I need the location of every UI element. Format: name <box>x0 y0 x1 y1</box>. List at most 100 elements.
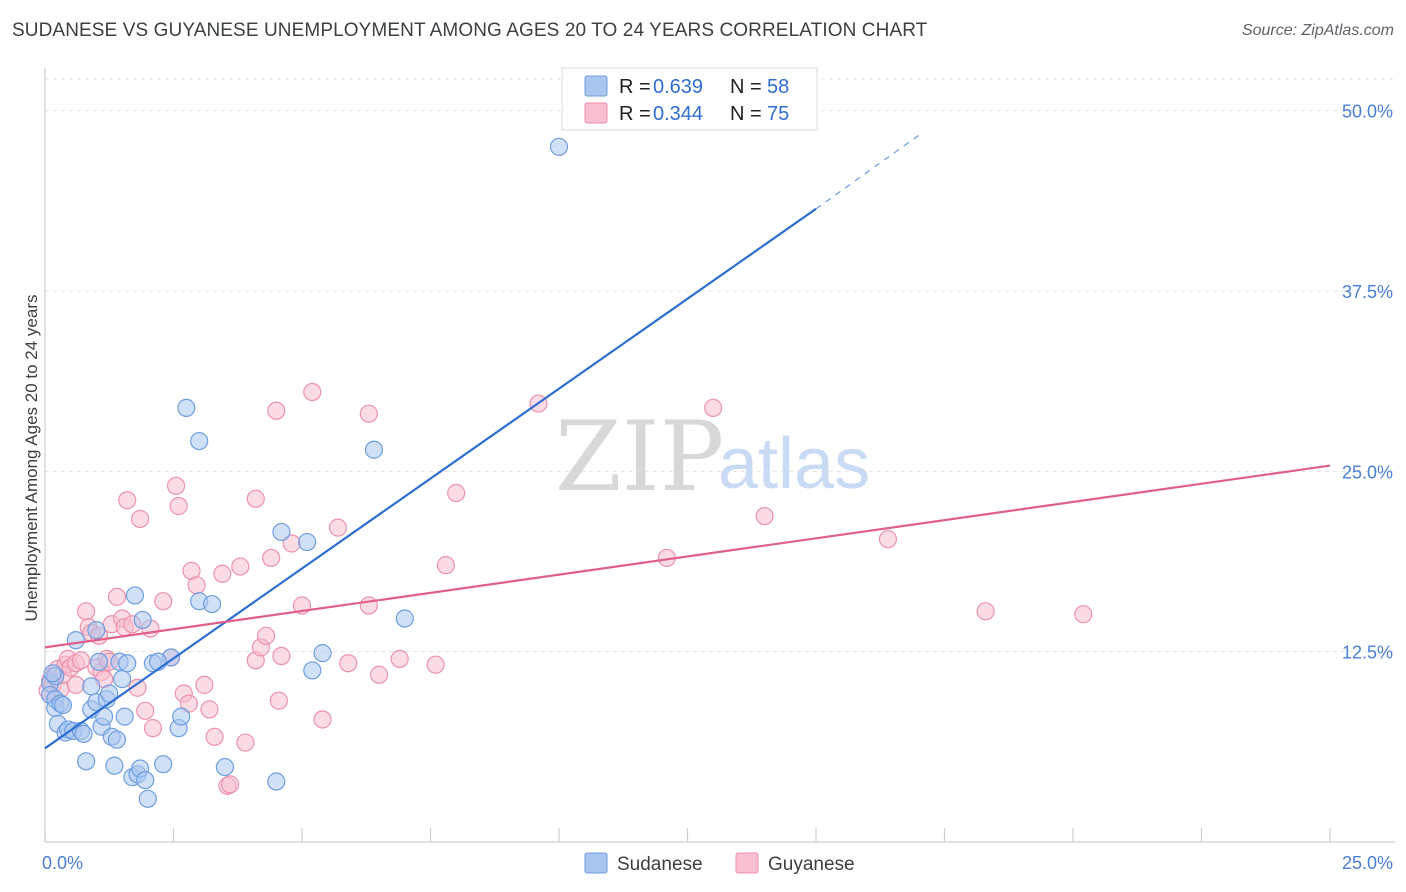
sudanese-point <box>105 756 124 775</box>
guyanese-point <box>154 592 173 611</box>
guyanese-point <box>359 596 378 615</box>
guyanese-point <box>246 489 265 508</box>
sudanese-point <box>133 610 152 630</box>
guyanese-point <box>755 506 774 526</box>
sudanese-point <box>136 770 155 790</box>
sudanese-point <box>272 522 291 542</box>
guyanese-point <box>169 496 188 516</box>
guyanese-point <box>205 727 224 746</box>
sudanese-point <box>100 684 119 703</box>
legend-swatch-guyanese <box>584 102 608 124</box>
guyanese-point <box>71 651 91 670</box>
watermark-atlas: atlas <box>718 424 870 504</box>
guyanese-point <box>426 655 445 674</box>
watermark: ZIP atlas <box>555 401 870 513</box>
legend-n-label-guyanese: N = <box>730 103 762 125</box>
guyanese-point <box>77 602 96 621</box>
guyanese-point <box>195 675 214 694</box>
guyanese-point <box>303 382 322 402</box>
sudanese-point <box>118 654 137 673</box>
x-tick-label-1: 25.0% <box>1342 853 1393 873</box>
sudanese-point <box>53 695 73 715</box>
legend-n-value-sudanese: 58 <box>767 76 789 98</box>
sudanese-point <box>66 631 85 650</box>
guyanese-point <box>66 675 85 694</box>
sudanese-point <box>125 586 145 605</box>
guyanese-point <box>339 654 358 673</box>
sudanese-point <box>87 620 106 640</box>
sudanese-point <box>82 677 101 696</box>
sudanese-point <box>364 440 384 459</box>
y-tick-label-2: 37.5% <box>1342 282 1393 302</box>
sudanese-points <box>41 137 569 808</box>
guyanese-point <box>107 587 127 606</box>
guyanese-point <box>272 646 291 666</box>
bottom-legend-label-sudanese: Sudanese <box>617 854 703 875</box>
guyanese-point <box>262 548 281 568</box>
axes <box>44 68 1395 843</box>
guyanese-trend-line <box>44 464 1331 649</box>
legend-r-label-guyanese: R = <box>619 103 651 125</box>
guyanese-point <box>187 576 206 595</box>
guyanese-point <box>878 530 898 549</box>
watermark-zip: ZIP <box>555 401 724 513</box>
guyanese-point <box>236 733 255 752</box>
guyanese-point <box>370 665 389 684</box>
guyanese-point <box>136 701 155 720</box>
x-tick-label-0: 0.0% <box>42 853 83 873</box>
guyanese-point <box>390 649 409 668</box>
sudanese-point <box>202 594 222 614</box>
guyanese-point <box>256 626 276 645</box>
sudanese-point <box>43 664 62 683</box>
bottom-legend: Sudanese Guyanese <box>584 852 855 875</box>
sudanese-point <box>89 652 109 671</box>
sudanese-point <box>74 724 93 744</box>
guyanese-point <box>313 710 332 729</box>
bottom-legend-swatch-sudanese <box>584 852 608 874</box>
guyanese-point <box>200 700 219 719</box>
guyanese-point <box>166 476 186 495</box>
sudanese-point <box>267 772 286 791</box>
guyanese-point <box>128 678 147 697</box>
bottom-legend-label-guyanese: Guyanese <box>768 854 855 875</box>
sudanese-point <box>190 431 209 451</box>
sudanese-point <box>303 661 322 680</box>
bottom-legend-swatch-guyanese <box>735 852 759 874</box>
guyanese-point <box>704 398 723 417</box>
top-legend: R = 0.639 N = 58 R = 0.344 N = 75 <box>561 67 818 131</box>
guyanese-point <box>447 483 466 503</box>
sudanese-point <box>154 755 173 774</box>
legend-n-label-sudanese: N = <box>730 76 762 98</box>
sudanese-point <box>298 532 317 552</box>
sudanese-point <box>107 730 127 749</box>
legend-n-value-guyanese: 75 <box>767 103 789 125</box>
sudanese-point <box>115 707 134 726</box>
sudanese-point <box>172 707 191 726</box>
sudanese-point <box>148 652 168 671</box>
guyanese-point <box>436 556 456 575</box>
source-credit: Source: ZipAtlas.com <box>1241 22 1394 39</box>
guyanese-point <box>118 491 137 510</box>
guyanese-point <box>359 404 378 423</box>
guyanese-point <box>220 775 240 794</box>
y-tick-label-3: 50.0% <box>1342 102 1393 122</box>
guyanese-point <box>328 518 348 537</box>
guyanese-point <box>267 401 286 420</box>
guyanese-point <box>213 564 232 583</box>
sudanese-point <box>77 752 96 771</box>
chart-title: SUDANESE VS GUYANESE UNEMPLOYMENT AMONG … <box>12 20 928 41</box>
trend-lines <box>44 134 1331 750</box>
guyanese-point <box>1074 605 1093 624</box>
legend-r-label-sudanese: R = <box>619 76 651 98</box>
y-tick-label-1: 25.0% <box>1342 462 1393 482</box>
sudanese-point <box>313 644 332 663</box>
sudanese-trend-extension <box>815 134 920 210</box>
tick-labels: 12.5% 25.0% 37.5% 50.0% 0.0% 25.0% <box>42 102 1393 873</box>
guyanese-point <box>143 719 163 738</box>
guyanese-point <box>976 602 995 621</box>
legend-r-value-sudanese: 0.639 <box>653 76 703 98</box>
guyanese-point <box>130 509 150 529</box>
legend-swatch-sudanese <box>584 75 608 97</box>
sudanese-point <box>177 398 196 417</box>
